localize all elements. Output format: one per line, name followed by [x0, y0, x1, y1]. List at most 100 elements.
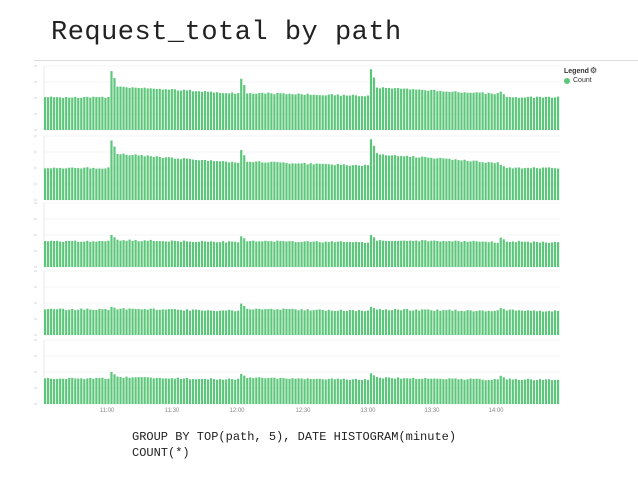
bar	[261, 92, 264, 130]
bar	[541, 311, 545, 335]
bar	[95, 97, 98, 130]
bar	[394, 240, 397, 267]
bar	[303, 310, 306, 335]
bar	[333, 95, 336, 130]
bar	[366, 95, 370, 130]
bar	[372, 307, 376, 335]
bar	[342, 164, 345, 200]
bar	[246, 308, 249, 335]
bar	[56, 378, 59, 404]
legend: Legend⚙ Count	[564, 66, 597, 84]
bar	[216, 379, 219, 404]
bar	[517, 167, 520, 200]
bar	[421, 309, 424, 335]
bar	[255, 377, 258, 404]
bar	[80, 308, 83, 335]
bar	[442, 158, 445, 200]
bar	[197, 379, 201, 404]
bar	[378, 154, 382, 200]
bar	[173, 158, 176, 200]
bar	[89, 97, 92, 130]
bar	[191, 241, 195, 267]
bar	[53, 167, 56, 200]
bar	[258, 308, 261, 335]
bar	[466, 310, 469, 335]
bar	[267, 378, 270, 404]
bar	[101, 241, 104, 267]
bar	[505, 241, 508, 267]
bar	[291, 378, 294, 404]
bar	[514, 167, 517, 200]
gear-icon[interactable]: ⚙	[589, 66, 598, 75]
bar	[550, 380, 554, 404]
bar	[439, 157, 442, 200]
bar	[478, 378, 481, 404]
bar	[415, 309, 418, 335]
bar	[378, 240, 382, 267]
bar	[149, 308, 152, 335]
bar	[249, 309, 252, 335]
bar	[264, 309, 267, 335]
bar	[532, 97, 536, 130]
bar	[478, 241, 481, 267]
bar	[472, 240, 475, 267]
bar	[219, 379, 222, 404]
legend-item-count[interactable]: Count	[564, 77, 597, 84]
bar	[306, 378, 309, 404]
bar	[490, 93, 493, 130]
bar	[415, 89, 418, 130]
bar	[282, 162, 285, 200]
bar	[222, 93, 225, 130]
bar	[149, 239, 152, 267]
bar	[206, 241, 210, 267]
bar	[514, 242, 517, 267]
bar	[176, 241, 179, 267]
bar	[188, 241, 192, 267]
bar	[197, 91, 201, 130]
bar	[56, 240, 59, 267]
bar	[143, 377, 146, 404]
bar	[303, 379, 306, 404]
bar	[381, 240, 385, 267]
bar	[538, 242, 542, 267]
bar	[463, 311, 466, 335]
chart-panel-2	[34, 135, 560, 201]
bar	[246, 241, 249, 267]
bar	[119, 86, 122, 130]
bar	[219, 310, 222, 335]
bar	[194, 379, 198, 404]
bar	[128, 308, 131, 335]
bar	[445, 379, 448, 404]
bar	[430, 240, 433, 267]
bar	[294, 378, 297, 404]
bar	[505, 97, 508, 130]
bar	[59, 97, 62, 130]
bar	[53, 97, 56, 130]
bar	[330, 310, 333, 335]
bar	[421, 89, 424, 130]
bar	[56, 309, 59, 335]
bar	[200, 91, 204, 130]
bar	[83, 97, 86, 130]
bar	[146, 240, 149, 267]
bar	[209, 91, 213, 130]
bar	[526, 167, 529, 200]
bar	[466, 379, 469, 404]
bar	[110, 306, 113, 335]
bar	[200, 240, 204, 267]
bar	[288, 93, 291, 130]
bar	[427, 241, 430, 267]
bar	[460, 310, 463, 335]
bar	[544, 379, 548, 404]
bar	[315, 241, 318, 267]
bar	[363, 164, 367, 200]
bar	[406, 309, 409, 335]
bar	[231, 92, 234, 130]
bar	[439, 90, 442, 130]
bar	[212, 161, 216, 200]
bar	[273, 94, 276, 130]
bar	[83, 309, 86, 335]
bar	[523, 310, 526, 335]
bar	[457, 311, 460, 335]
bar	[333, 379, 336, 404]
